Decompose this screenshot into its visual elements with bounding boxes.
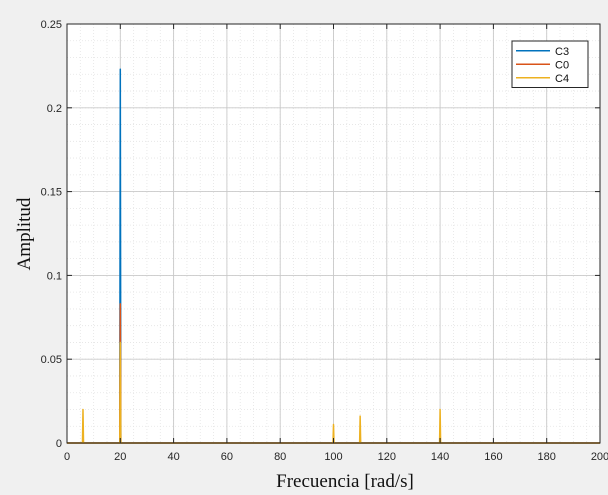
axes-frame: [66, 23, 601, 444]
x-tick-label: 60: [221, 451, 233, 463]
series-line-c4: [67, 341, 600, 444]
x-tick-label: 160: [484, 451, 502, 463]
x-tick-label: 100: [324, 451, 342, 463]
x-axis-label: Frecuencia [rad/s]: [276, 471, 414, 492]
y-tick-label: 0: [56, 438, 62, 450]
x-tick-label: 40: [167, 451, 179, 463]
x-tick-label: 200: [591, 451, 608, 463]
x-tick-label: 20: [114, 451, 126, 463]
y-tick-labels: 0 0.05 0.1 0.15 0.2 0.25: [41, 19, 62, 450]
legend-label-c0: C0: [555, 59, 569, 71]
x-tick-label: 120: [378, 451, 396, 463]
legend-label-c3: C3: [555, 46, 569, 58]
y-tick-label: 0.15: [41, 187, 62, 199]
x-tick-label: 140: [431, 451, 449, 463]
x-tick-label: 180: [538, 451, 556, 463]
y-tick-label: 0.05: [41, 354, 62, 366]
y-tick-label: 0.1: [47, 270, 62, 282]
y-tick-label: 0.2: [47, 103, 62, 115]
x-tick-labels: 0 20 40 60 80 100 120 140 160 180 200: [64, 451, 608, 463]
x-tick-label: 80: [274, 451, 286, 463]
x-tick-label: 0: [64, 451, 70, 463]
legend-label-c4: C4: [555, 73, 569, 85]
y-tick-label: 0.25: [41, 19, 62, 31]
y-axis-label: Amplitud: [14, 197, 35, 270]
